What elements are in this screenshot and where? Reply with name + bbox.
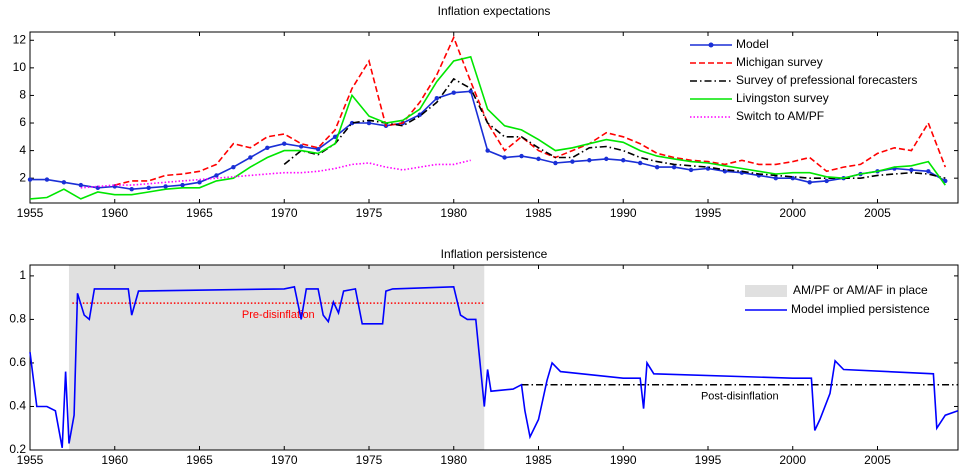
y-tick-label: 0.8 bbox=[9, 312, 26, 326]
reference-label: Pre-disinflation bbox=[242, 309, 315, 321]
series-marker bbox=[519, 153, 524, 159]
y-tick-label: 0.2 bbox=[9, 442, 26, 456]
series-marker bbox=[417, 112, 423, 117]
x-tick-label: 1965 bbox=[186, 206, 213, 220]
series-marker bbox=[553, 160, 558, 166]
reference-label: Post-disinflation bbox=[701, 391, 779, 403]
x-tick-label: 1990 bbox=[610, 206, 637, 220]
y-tick-label: 2 bbox=[19, 170, 26, 184]
x-tick-label: 1980 bbox=[440, 206, 467, 220]
series-marker bbox=[214, 173, 219, 178]
y-tick-label: 1 bbox=[19, 268, 26, 282]
series-marker bbox=[61, 180, 67, 185]
series-marker bbox=[502, 155, 507, 160]
series-marker bbox=[451, 90, 456, 95]
series-marker bbox=[78, 182, 84, 188]
legend-label: Michigan survey bbox=[736, 55, 823, 69]
chart-title: Inflation persistence bbox=[441, 247, 548, 261]
y-tick-label: 4 bbox=[19, 143, 26, 157]
legend-label: AM/PF or AM/AF in place bbox=[793, 283, 928, 297]
series-marker bbox=[282, 141, 287, 146]
series-marker bbox=[926, 169, 931, 174]
series-marker bbox=[671, 164, 677, 170]
y-tick-label: 0.6 bbox=[9, 355, 26, 369]
series-marker bbox=[265, 145, 270, 151]
series-marker bbox=[44, 177, 50, 182]
x-tick-label: 1980 bbox=[440, 453, 467, 467]
series-marker bbox=[434, 95, 439, 101]
series-marker bbox=[536, 156, 541, 162]
plot-frame bbox=[29, 31, 959, 204]
series-marker bbox=[180, 182, 185, 188]
span bbox=[68, 265, 485, 450]
series-marker bbox=[654, 164, 660, 170]
x-tick-label: 1985 bbox=[525, 453, 552, 467]
series-marker bbox=[146, 185, 151, 191]
x-tick-label: 1990 bbox=[610, 453, 637, 467]
series-line bbox=[114, 35, 947, 186]
x-tick-label: 1975 bbox=[356, 453, 383, 467]
series-marker bbox=[231, 164, 236, 170]
series-marker bbox=[604, 156, 609, 162]
x-tick-label: 1955 bbox=[17, 453, 44, 467]
series-line bbox=[29, 55, 946, 200]
legend-label: Survey of prefessional forecasters bbox=[736, 73, 917, 87]
series-marker bbox=[197, 180, 202, 185]
series-marker bbox=[637, 160, 643, 166]
y-tick-label: 6 bbox=[19, 115, 26, 129]
series-marker bbox=[570, 159, 575, 164]
series-marker bbox=[943, 178, 948, 184]
series-marker bbox=[27, 177, 33, 182]
y-tick-label: 8 bbox=[19, 88, 26, 102]
series-line bbox=[283, 77, 946, 179]
series-marker bbox=[621, 158, 626, 163]
legend-label: Model bbox=[736, 37, 769, 51]
x-tick-label: 1995 bbox=[695, 206, 722, 220]
legend-marker bbox=[708, 42, 714, 48]
series-marker bbox=[688, 167, 694, 173]
series-marker bbox=[807, 180, 812, 185]
chart-title: Inflation expectations bbox=[438, 4, 551, 18]
x-tick-label: 2000 bbox=[779, 453, 806, 467]
legend-label: Livingston survey bbox=[736, 91, 829, 105]
series-marker bbox=[909, 167, 914, 173]
x-tick-label: 1955 bbox=[17, 206, 44, 220]
series-marker bbox=[332, 134, 338, 140]
y-tick-label: 0.4 bbox=[9, 399, 26, 413]
legend-label: Model implied persistence bbox=[791, 302, 930, 316]
x-tick-label: 2005 bbox=[864, 206, 891, 220]
series-marker bbox=[824, 178, 829, 184]
series-marker bbox=[485, 148, 490, 153]
x-tick-label: 1995 bbox=[695, 453, 722, 467]
series-marker bbox=[248, 155, 253, 160]
x-tick-label: 1960 bbox=[101, 206, 128, 220]
x-tick-label: 2005 bbox=[864, 453, 891, 467]
series-marker bbox=[773, 175, 778, 181]
series-marker bbox=[163, 184, 168, 189]
series-marker bbox=[298, 144, 304, 149]
y-tick-label: 10 bbox=[13, 60, 27, 74]
legend-label: Switch to AM/PF bbox=[736, 109, 824, 123]
series-marker bbox=[587, 158, 592, 163]
x-tick-label: 1985 bbox=[525, 206, 552, 220]
x-tick-label: 1970 bbox=[271, 206, 298, 220]
x-tick-label: 1960 bbox=[101, 453, 128, 467]
y-tick-label: 12 bbox=[13, 32, 27, 46]
series-marker bbox=[129, 187, 134, 192]
x-tick-label: 1970 bbox=[271, 453, 298, 467]
series-marker bbox=[315, 147, 321, 152]
series-marker bbox=[366, 120, 372, 126]
series-line bbox=[29, 285, 959, 448]
series-line bbox=[80, 159, 471, 189]
x-tick-label: 1965 bbox=[186, 453, 213, 467]
x-tick-label: 1975 bbox=[356, 206, 383, 220]
x-tick-label: 2000 bbox=[779, 206, 806, 220]
series-marker bbox=[349, 120, 355, 126]
legend-swatch bbox=[745, 285, 787, 297]
series-marker bbox=[468, 89, 473, 94]
